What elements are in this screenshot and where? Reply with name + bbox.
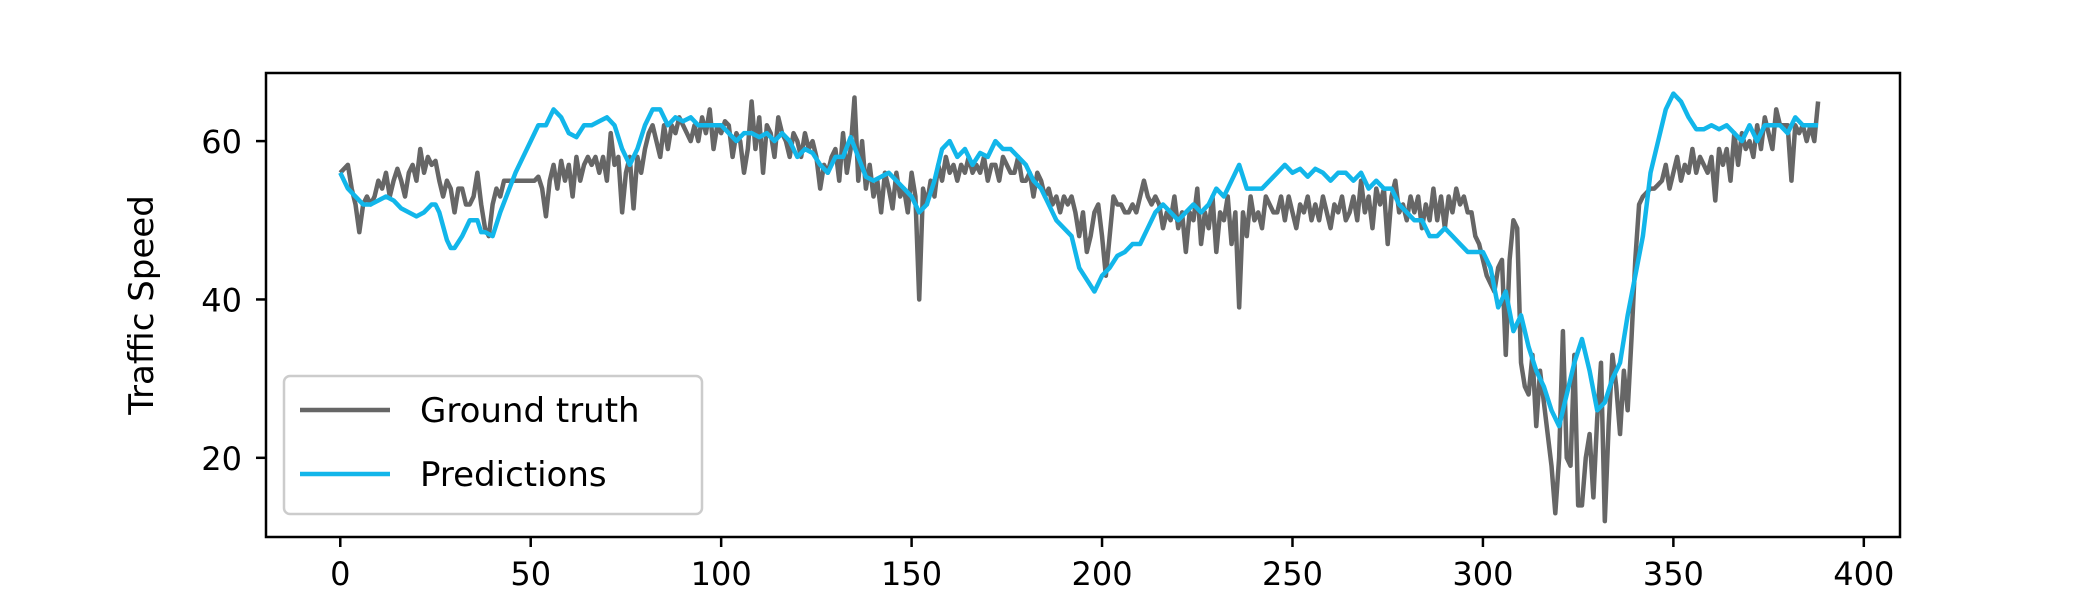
x-tick-label: 200	[1072, 555, 1133, 593]
y-tick-label: 40	[201, 281, 242, 319]
legend-label-ground-truth: Ground truth	[420, 391, 640, 431]
x-tick-label: 100	[691, 555, 752, 593]
legend-label-predictions: Predictions	[420, 455, 607, 495]
x-tick-label: 250	[1262, 555, 1323, 593]
x-tick-label: 150	[881, 555, 942, 593]
series-line-ground-truth	[338, 95, 1821, 524]
x-tick-label: 50	[510, 555, 551, 593]
series-line-predictions	[338, 91, 1819, 429]
y-tick-label: 60	[201, 123, 242, 161]
y-axis-label: Traffic Speed	[122, 195, 162, 416]
y-tick-label: 20	[201, 440, 242, 478]
plot-frame	[264, 71, 1902, 539]
x-tick-label: 400	[1833, 555, 1894, 593]
series-lines	[338, 91, 1821, 524]
y-axis: 20 40 60	[201, 123, 266, 478]
x-tick-label: 350	[1643, 555, 1704, 593]
legend: Ground truth Predictions	[282, 374, 704, 516]
x-tick-label: 300	[1452, 555, 1513, 593]
x-axis: 0 50 100 150 200 250 300 350 400	[330, 537, 1894, 593]
x-tick-label: 0	[330, 555, 350, 593]
